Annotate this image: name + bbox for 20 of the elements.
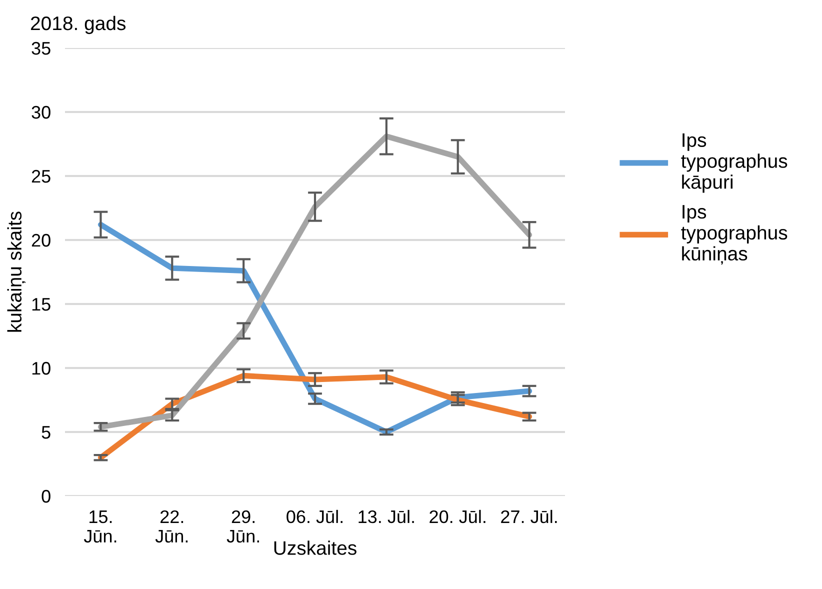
legend-label: Ips typographus kāpuri — [681, 133, 788, 193]
y-tick-label: 15 — [32, 298, 50, 311]
x-tick-label: 06. Jūl. — [286, 510, 342, 524]
y-tick-label: 10 — [32, 362, 50, 375]
x-tick-label: 29. Jūn. — [226, 510, 259, 543]
x-tick-label: 13. Jūl. — [358, 510, 414, 524]
legend-label: Ips typographus kūniņas — [681, 205, 788, 264]
x-axis-title: Uzskaites — [274, 540, 356, 555]
x-tick-label: 22. Jūn. — [155, 510, 188, 543]
x-tick-label: 20. Jūl. — [430, 510, 486, 524]
y-tick-label: 25 — [32, 170, 50, 183]
y-tick-label: 20 — [32, 234, 50, 247]
y-tick-label: 35 — [32, 42, 50, 55]
x-tick-label: 27. Jūl. — [501, 510, 557, 524]
chart-title: 2018. gads — [30, 16, 126, 34]
y-tick-label: 30 — [32, 106, 50, 119]
x-tick-label: 15. Jūn. — [84, 510, 116, 543]
y-axis-title: kukaiņu skaits — [7, 212, 26, 332]
y-tick-label: 5 — [42, 426, 50, 439]
y-tick-label: 0 — [42, 490, 50, 503]
